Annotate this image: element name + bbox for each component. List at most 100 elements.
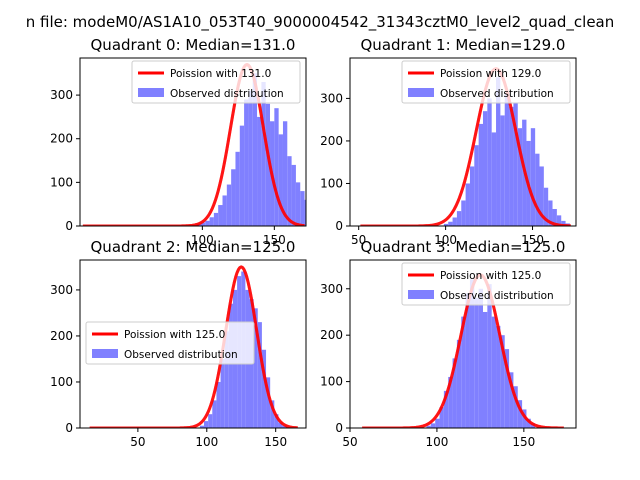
- histogram-bar: [482, 111, 488, 226]
- y-tick-label: 200: [320, 134, 343, 148]
- histogram-bar: [487, 98, 492, 226]
- histogram-bar: [469, 279, 475, 428]
- y-tick-label: 300: [50, 88, 73, 102]
- histogram-bar: [509, 372, 514, 428]
- x-tick-label: 100: [425, 435, 448, 449]
- histogram-bar: [231, 169, 236, 226]
- x-tick-label: 50: [130, 435, 145, 449]
- histogram-bar: [205, 220, 210, 226]
- histogram-bar: [526, 418, 531, 428]
- x-tick-label: 100: [434, 233, 457, 247]
- histogram-bar: [482, 311, 488, 428]
- y-tick-label: 0: [65, 421, 73, 435]
- poisson-curve-overlay: [360, 67, 571, 226]
- histogram-bar: [300, 191, 305, 226]
- histogram-bar: [517, 400, 523, 428]
- y-tick-label: 300: [320, 282, 343, 296]
- histogram-bar: [513, 102, 518, 226]
- y-tick-label: 100: [320, 176, 343, 190]
- histogram-bar: [513, 386, 518, 428]
- histogram-bar: [522, 409, 527, 428]
- histogram-bar: [309, 209, 313, 226]
- histogram-bar: [224, 331, 229, 428]
- legend-label-curve: Poission with 125.0: [124, 329, 225, 341]
- axes-frame: [79, 259, 307, 429]
- histogram-bar: [274, 108, 279, 226]
- histogram-bar: [548, 200, 553, 226]
- histogram-bar: [504, 94, 510, 226]
- histogram-bar: [509, 106, 514, 226]
- histogram-bar: [326, 224, 330, 226]
- histogram-bar: [461, 200, 466, 226]
- histogram-bar: [208, 414, 213, 428]
- y-tick-label: 200: [50, 132, 73, 146]
- legend-label-curve: Poission with 131.0: [170, 68, 271, 80]
- legend: Poission with 125.0 Observed distribution: [401, 262, 571, 306]
- histogram-bar: [448, 376, 453, 428]
- histogram-bar: [474, 298, 479, 428]
- histogram-bar: [452, 358, 457, 428]
- histogram-bar: [448, 221, 453, 226]
- legend-box: [85, 321, 255, 365]
- histogram-bar: [478, 123, 483, 226]
- histogram-bar: [313, 217, 317, 226]
- subplot-title: Quadrant 2: Median=125.0: [91, 238, 296, 256]
- histogram-bar: [461, 316, 466, 428]
- y-tick-label: 200: [320, 328, 343, 342]
- histogram-bar: [474, 145, 479, 226]
- histogram-bar: [216, 381, 221, 428]
- histogram-bar: [543, 187, 549, 226]
- histogram-bar: [456, 211, 462, 226]
- histogram-bar: [213, 212, 219, 226]
- histogram-bar: [469, 166, 475, 226]
- histogram-bar: [244, 99, 249, 226]
- histogram-bar: [222, 195, 227, 226]
- histogram-bar: [500, 115, 505, 226]
- histogram-bar: [252, 73, 258, 226]
- y-tick-label: 200: [50, 329, 73, 343]
- legend: Poission with 125.0 Observed distribution: [85, 321, 255, 365]
- y-tick-label: 300: [320, 91, 343, 105]
- axes-frame: [349, 57, 577, 227]
- histogram-bar: [257, 116, 262, 226]
- histogram-bar: [443, 223, 449, 226]
- histogram-bar: [439, 407, 444, 428]
- histogram-bar: [491, 132, 497, 226]
- x-tick-label: 50: [351, 233, 366, 247]
- histogram-bar: [248, 90, 253, 226]
- histogram-bar: [561, 220, 566, 226]
- histogram-bar: [304, 199, 306, 226]
- legend-label-hist: Observed distribution: [170, 88, 284, 100]
- x-tick-label: 50: [342, 435, 357, 449]
- histogram-bar: [235, 151, 240, 226]
- histogram-bar: [282, 425, 287, 428]
- figure-title: n file: modeM0/AS1A10_053T40_9000004542_…: [26, 13, 615, 32]
- histogram-bar: [456, 339, 462, 428]
- histogram-bar: [478, 288, 483, 428]
- histogram-bar: [291, 164, 296, 226]
- poisson-curve-overlay: [82, 63, 305, 226]
- legend-bar-swatch: [408, 88, 434, 97]
- y-tick-label: 0: [65, 219, 73, 233]
- x-tick-label: 150: [512, 435, 535, 449]
- legend: Poission with 129.0 Observed distribution: [401, 60, 571, 104]
- histogram-bar: [257, 322, 262, 428]
- histogram-bar: [504, 349, 510, 428]
- histogram-bar: [265, 103, 271, 226]
- histogram-bar: [552, 208, 557, 226]
- subplot-title: Quadrant 0: Median=131.0: [91, 36, 296, 54]
- y-tick-label: 100: [50, 375, 73, 389]
- histogram-bar: [491, 316, 497, 428]
- subplot-title: Quadrant 1: Median=129.0: [361, 36, 566, 54]
- histogram-bar: [517, 128, 523, 226]
- histogram-bar: [274, 414, 279, 428]
- histogram-bar: [496, 77, 501, 226]
- panel-3: 50 100 150 0 100 200 300 Quadrant 3: Median=125…: [320, 238, 577, 449]
- x-tick-label: 100: [195, 435, 218, 449]
- legend: Poission with 131.0 Observed distribution: [131, 60, 301, 104]
- histogram-bar: [261, 82, 266, 226]
- legend-label-hist: Observed distribution: [440, 88, 554, 100]
- histogram-bar: [496, 325, 501, 428]
- histogram-bar: [209, 217, 214, 226]
- histogram-bar: [261, 349, 267, 428]
